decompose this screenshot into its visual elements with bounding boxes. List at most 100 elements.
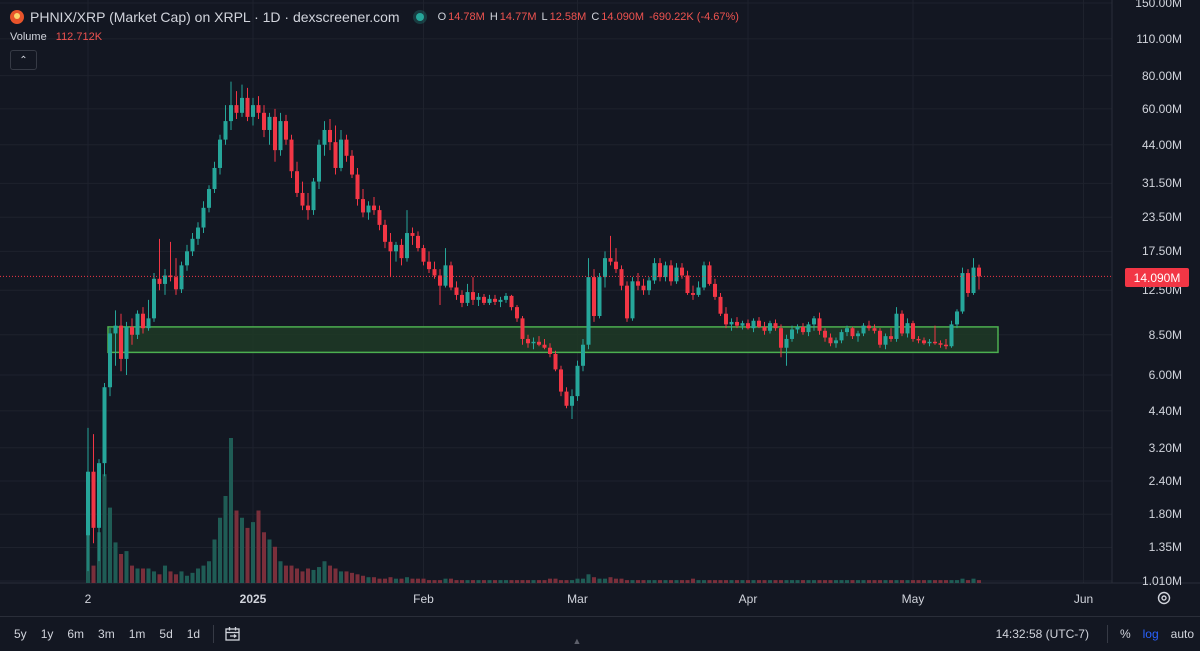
candle-body [636, 281, 640, 286]
chart-title: PHNIX/XRP (Market Cap) on XRPL · 1D · de… [30, 9, 400, 25]
bottom-toolbar: 5y 1y 6m 3m 1m 5d 1d 14:32:58 (UTC-7) % … [0, 616, 1200, 651]
candle-body [388, 241, 393, 252]
candle-body [674, 267, 679, 282]
candle-body [306, 205, 310, 211]
volume-bar [614, 578, 618, 583]
auto-scale-toggle[interactable]: auto [1170, 627, 1194, 641]
log-scale-toggle[interactable]: log [1142, 627, 1159, 641]
volume-bar [586, 574, 591, 583]
candle-body [751, 320, 756, 329]
volume-bar [91, 565, 96, 583]
timezone-clock[interactable]: 14:32:58 (UTC-7) [995, 627, 1089, 641]
candle-body [625, 285, 629, 319]
volume-bar [416, 578, 420, 583]
candle-body [405, 233, 409, 259]
candle-body [537, 341, 541, 345]
price-tick-label: 80.00M [1141, 68, 1182, 83]
volume-bar [971, 578, 976, 583]
candle-body [916, 338, 921, 341]
volume-bar [927, 580, 932, 583]
candle-body [707, 265, 712, 284]
volume-bar [306, 568, 310, 583]
chart-header: PHNIX/XRP (Market Cap) on XRPL · 1D · de… [10, 6, 742, 28]
price-tick-label: 4.40M [1148, 403, 1182, 418]
time-tick-label: May [901, 592, 925, 606]
candle-body [839, 332, 844, 341]
candle-body [284, 121, 288, 140]
volume-bar [515, 580, 519, 583]
ohlc-close-value: 14.090M [601, 11, 645, 23]
volume-bar [493, 580, 497, 583]
range-5y-button[interactable]: 5y [14, 627, 27, 641]
candle-body [614, 261, 618, 270]
candles [86, 81, 981, 572]
candle-body [377, 210, 382, 225]
candle-body [575, 365, 580, 397]
volume-bar [234, 510, 239, 583]
volume-bar [773, 580, 778, 583]
volume-bar [157, 574, 162, 583]
volume-bar [124, 551, 129, 583]
candle-body [872, 328, 877, 331]
volume-bar [883, 580, 888, 583]
volume-bar [718, 580, 723, 583]
range-3m-button[interactable]: 3m [98, 627, 115, 641]
panel-resize-handle-icon[interactable]: ▲ [572, 636, 582, 646]
candle-body [889, 336, 893, 339]
volume-bar [427, 580, 431, 583]
token-logo-icon [10, 10, 24, 24]
volume-bar [102, 474, 107, 583]
range-5d-button[interactable]: 5d [159, 627, 173, 641]
price-chart[interactable] [0, 0, 1200, 616]
volume-bar [757, 580, 761, 583]
candle-body [608, 258, 613, 262]
candle-body [641, 285, 646, 291]
candle-body [454, 287, 459, 295]
candle-body [124, 326, 129, 359]
candle-body [267, 116, 272, 130]
range-1d-button[interactable]: 1d [186, 627, 201, 641]
volume-bar [652, 580, 657, 583]
volume-bar [735, 580, 739, 583]
candle-body [289, 139, 294, 172]
candle-body [757, 320, 761, 327]
volume-bar [564, 580, 569, 583]
volume-bar [856, 580, 860, 583]
volume-bar [146, 568, 151, 583]
candle-body [97, 463, 101, 528]
volume-bar [377, 578, 382, 583]
range-6m-button[interactable]: 6m [67, 627, 85, 641]
percent-scale-toggle[interactable]: % [1119, 627, 1131, 641]
range-1m-button[interactable]: 1m [128, 627, 146, 641]
volume-bar [438, 580, 442, 583]
volume-bar [212, 539, 217, 583]
volume-bar [350, 572, 354, 583]
candle-body [823, 330, 827, 338]
candle-body [157, 278, 162, 284]
volume-bar [185, 575, 189, 583]
candle-body [658, 263, 662, 278]
candle-body [680, 267, 684, 276]
volume-bar [685, 580, 690, 583]
candle-body [262, 112, 266, 130]
ohlc-close-label: C [591, 11, 600, 23]
candle-body [372, 205, 376, 211]
volume-bar [152, 571, 156, 583]
volume-bar [251, 522, 255, 583]
volume-bar [520, 580, 525, 583]
volume-bar [366, 577, 371, 583]
calendar-range-icon[interactable] [224, 625, 242, 643]
chart-settings-gear-icon[interactable] [1156, 590, 1172, 606]
price-tick-label: 3.20M [1148, 440, 1182, 455]
candle-body [245, 97, 250, 117]
volume-bar [619, 578, 624, 583]
candle-body [427, 261, 431, 270]
range-1y-button[interactable]: 1y [40, 627, 54, 641]
candle-body [669, 265, 673, 282]
candle-body [366, 205, 371, 213]
candle-body [333, 142, 338, 168]
volume-bar [328, 565, 332, 583]
candle-body [856, 333, 860, 337]
collapse-legend-button[interactable]: ⌃ [10, 50, 37, 70]
time-tick-label: 2025 [239, 592, 267, 606]
